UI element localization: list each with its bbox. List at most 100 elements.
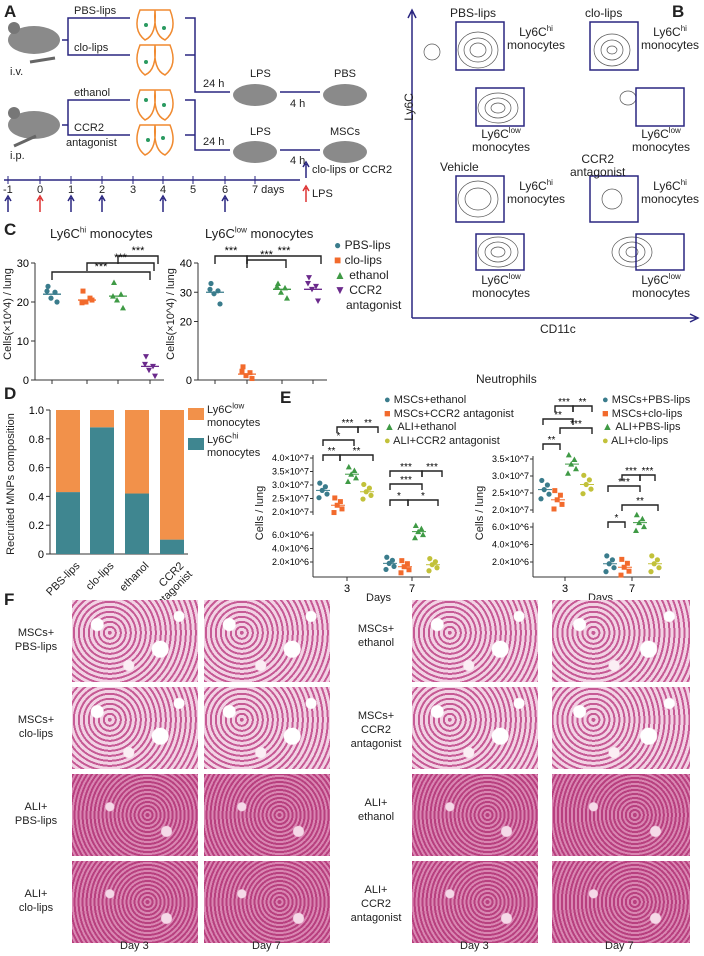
flow-plots [407,8,700,323]
legend-label: ALI+ethanol [397,421,457,433]
mouse-icon [8,22,60,54]
data-point [539,477,545,484]
data-point [275,280,281,286]
timeline-label: 6 [222,184,229,196]
data-point [52,289,58,295]
data-point [366,485,372,491]
data-point [313,283,319,290]
x-tick-label: 3 [344,583,350,595]
timeline-label: 4 [160,184,167,196]
timeline-label: 5 [190,184,197,196]
x-tick-label: 7 [409,583,415,595]
lps-label: LPS [250,68,271,80]
row-label: CCR2 [361,898,391,910]
treatment-label: ethanol [74,87,111,99]
data-point [406,567,412,573]
data-point [317,480,323,486]
gate-suffix: monocytes [641,38,700,52]
data-point [383,566,389,573]
data-point [146,367,152,374]
y-tick-label: 3.0×10^7 [492,471,529,481]
data-point [641,523,647,530]
y-tick-label: 6.0×10^6 [272,530,309,540]
data-point [208,280,214,287]
legend-e2: ● MSCs+PBS-lips ■ MSCs+clo-lips ▲ ALI+PB… [602,394,690,448]
y-tick-label: 3.5×10^7 [272,467,309,477]
y-tick-label: 10 [17,336,29,348]
data-point [538,496,544,502]
data-point [324,491,330,497]
column-label: Day 3 [120,940,149,952]
data-point [247,370,253,376]
result-label: MSCs [330,126,360,138]
y-tick-label: 0 [38,549,44,561]
legend-marker-square: ■ [384,407,391,420]
gate-suffix: monocytes [507,38,566,52]
histology-image [72,687,198,769]
histology-image [412,600,538,682]
panel-label-b: B [672,2,685,21]
significance-bracket [621,504,659,511]
mouse-icon [233,84,367,163]
gate-boxes [455,21,685,271]
significance-label: ** [554,410,562,421]
data-point [654,557,661,563]
row-label: ALI+ [24,801,48,813]
gate-suffix: monocytes [632,286,691,300]
y-tick-label: 0 [186,375,192,387]
histology-image [552,774,690,856]
wait-label: 4 h [290,98,306,110]
significance-label: *** [95,261,109,273]
data-point [557,492,563,498]
legend-swatch-low [188,408,204,420]
gate-low-label: Ly6C [481,127,509,141]
legend-sup: low [232,401,245,411]
data-point [581,472,587,478]
data-point [418,525,425,532]
legend-marker-square: ■ [334,253,342,267]
row-label: antagonist [350,738,402,750]
significance-label: *** [625,466,637,477]
bar-ly6chi [56,492,80,554]
gate-hi-sup: hi [680,24,687,33]
data-point [239,368,245,374]
legend-label: MSCs+CCR2 antagonist [393,407,514,420]
data-point [626,568,632,574]
legend-c: ● PBS-lips ■ clo-lips ▲ ethanol ▼ CCR2 a… [334,238,401,313]
histology-image [72,861,198,943]
data-point [588,486,594,492]
wait-label: 24 h [203,136,225,148]
data-point [544,482,551,488]
significance-bracket [117,255,159,264]
data-point [332,495,338,501]
significance-bracket [51,271,151,280]
data-point [316,495,322,501]
plot-title: clo-lips [585,6,623,20]
row-label: MSCs+ [17,627,55,639]
data-point [551,506,557,512]
bar-ly6chi [125,493,149,554]
chart-title: Ly6C [50,226,80,241]
data-point [633,511,640,518]
data-point [120,304,126,311]
y-tick-label: 20 [17,297,29,309]
syringe-icon [29,56,56,64]
y-tick-label: 2.0×10^7 [272,507,309,517]
significance-bracket [421,470,443,477]
data-point [639,515,646,522]
y-tick-label: 0.6 [29,463,44,475]
significance-label: *** [225,245,239,257]
syringe-icon [13,134,37,148]
data-point [353,474,359,481]
result-label: PBS [334,68,357,80]
chart-title-sup: low [234,225,247,235]
data-point [619,556,625,562]
wait-label: 24 h [203,78,225,90]
gate-hi-sup: hi [680,178,687,187]
y-tick-label: 3.0×10^7 [272,480,309,490]
data-point [143,354,149,360]
gate-hi-sup: hi [546,24,553,33]
bar-ly6chi [90,427,114,554]
significance-label: ** [328,446,336,457]
y-tick-label: 6.0×10^6 [492,522,529,532]
